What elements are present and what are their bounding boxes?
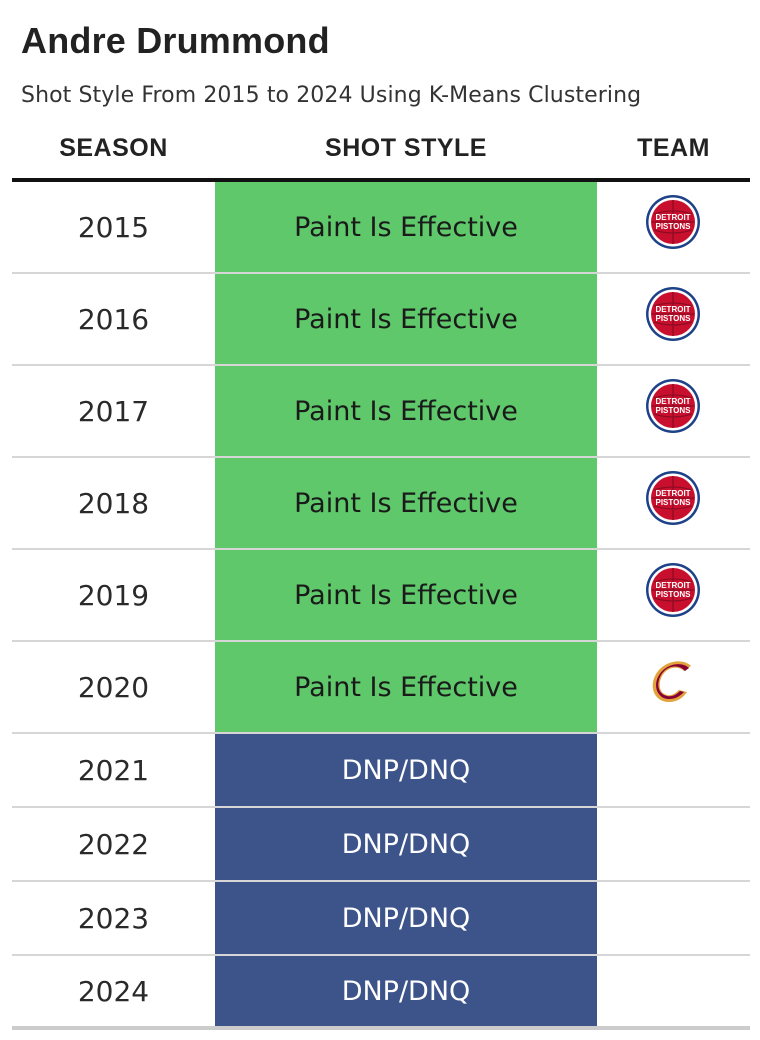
team-cell <box>597 734 750 806</box>
header-divider <box>12 178 750 182</box>
team-column-header: TEAM <box>637 134 710 162</box>
pistons-logo-line2: PISTONS <box>656 314 692 323</box>
team-cell <box>597 642 750 732</box>
season-cell: 2020 <box>77 670 150 704</box>
team-cell: DETROIT PISTONS <box>597 182 750 272</box>
table-row: 2015 Paint Is Effective DETROIT PISTONS <box>12 182 750 274</box>
paint-effective-style-cell: Paint Is Effective <box>215 182 597 272</box>
dnp-style-cell: DNP/DNQ <box>215 882 597 954</box>
page-title: Andre Drummond <box>21 20 330 61</box>
paint-effective-style-cell: Paint Is Effective <box>215 366 597 456</box>
table-row: 2016 Paint Is Effective DETROIT PISTONS <box>12 274 750 366</box>
pistons-logo-line1: DETROIT <box>655 305 690 314</box>
table-row: 2021 DNP/DNQ <box>12 734 750 808</box>
paint-effective-style-cell: Paint Is Effective <box>215 642 597 732</box>
pistons-logo-line1: DETROIT <box>655 213 690 222</box>
season-cell: 2023 <box>77 901 150 935</box>
table-row: 2017 Paint Is Effective DETROIT PISTONS <box>12 366 750 458</box>
team-cell: DETROIT PISTONS <box>597 274 750 364</box>
table-row: 2020 Paint Is Effective <box>12 642 750 734</box>
paint-effective-style-cell: Paint Is Effective <box>215 458 597 548</box>
season-cell: 2017 <box>77 394 150 428</box>
pistons-logo-line2: PISTONS <box>656 406 692 415</box>
pistons-logo-icon: DETROIT PISTONS <box>646 471 700 525</box>
pistons-logo-line1: DETROIT <box>655 489 690 498</box>
table-body: 2015 Paint Is Effective DETROIT PISTONS 2… <box>12 182 750 1030</box>
pistons-logo-line2: PISTONS <box>656 498 692 507</box>
team-cell: DETROIT PISTONS <box>597 366 750 456</box>
pistons-logo-line1: DETROIT <box>655 397 690 406</box>
dnp-style-cell: DNP/DNQ <box>215 956 597 1026</box>
team-cell <box>597 882 750 954</box>
season-cell: 2021 <box>77 753 150 787</box>
table-header: SEASON SHOT STYLE TEAM <box>12 130 750 170</box>
team-cell: DETROIT PISTONS <box>597 550 750 640</box>
pistons-logo-icon: DETROIT PISTONS <box>646 563 700 617</box>
season-cell: 2016 <box>77 302 150 336</box>
table-row: 2019 Paint Is Effective DETROIT PISTONS <box>12 550 750 642</box>
dnp-style-cell: DNP/DNQ <box>215 808 597 880</box>
table-row: 2023 DNP/DNQ <box>12 882 750 956</box>
table-row: 2022 DNP/DNQ <box>12 808 750 882</box>
pistons-logo-icon: DETROIT PISTONS <box>646 195 700 249</box>
paint-effective-style-cell: Paint Is Effective <box>215 274 597 364</box>
season-cell: 2024 <box>77 974 150 1008</box>
pistons-logo-line2: PISTONS <box>656 222 692 231</box>
pistons-logo-line1: DETROIT <box>655 581 690 590</box>
pistons-logo-line2: PISTONS <box>656 590 692 599</box>
table-row: 2018 Paint Is Effective DETROIT PISTONS <box>12 458 750 550</box>
shot-style-column-header: SHOT STYLE <box>325 134 487 162</box>
team-cell: DETROIT PISTONS <box>597 458 750 548</box>
season-cell: 2019 <box>77 578 150 612</box>
dnp-style-cell: DNP/DNQ <box>215 734 597 806</box>
team-cell <box>597 956 750 1026</box>
page-subtitle: Shot Style From 2015 to 2024 Using K-Mea… <box>21 83 642 108</box>
team-cell <box>597 808 750 880</box>
pistons-logo-icon: DETROIT PISTONS <box>646 287 700 341</box>
pistons-logo-icon: DETROIT PISTONS <box>646 379 700 433</box>
season-cell: 2015 <box>77 210 150 244</box>
season-cell: 2018 <box>77 486 150 520</box>
cavaliers-logo-icon <box>652 661 691 702</box>
season-column-header: SEASON <box>59 134 168 162</box>
paint-effective-style-cell: Paint Is Effective <box>215 550 597 640</box>
season-cell: 2022 <box>77 827 150 861</box>
table-row: 2024 DNP/DNQ <box>12 956 750 1030</box>
